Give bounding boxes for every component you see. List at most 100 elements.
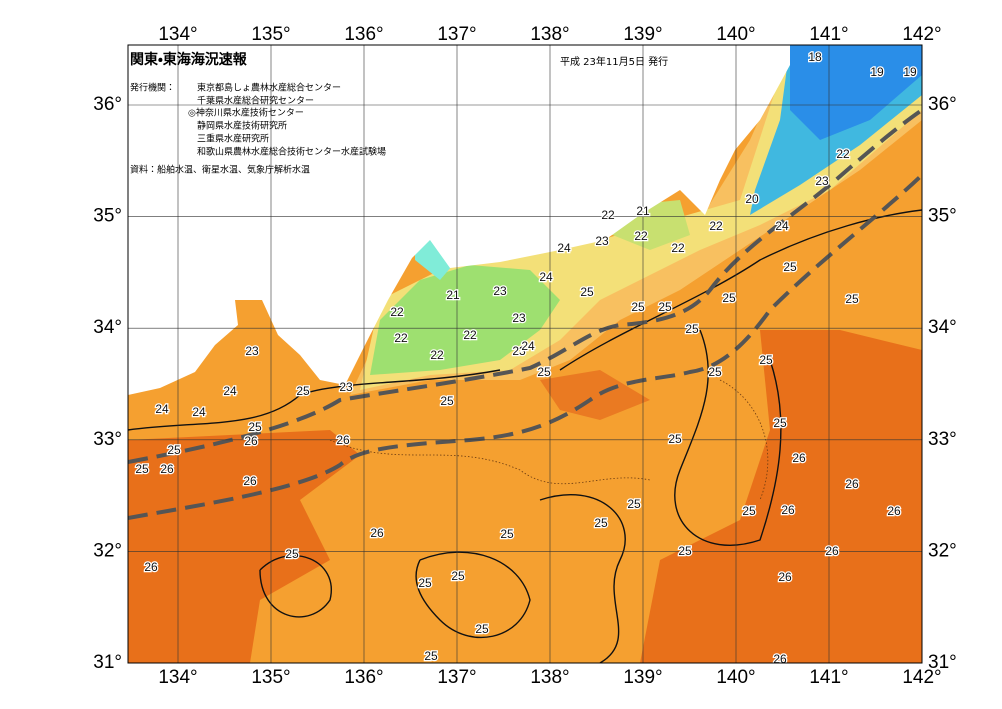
contour-label: 19 (870, 65, 884, 79)
contour-label: 25 (424, 649, 438, 663)
issuer: 静岡県水産技術研究所 (197, 120, 287, 132)
contour-label: 25 (783, 260, 797, 274)
contour-label: 26 (845, 477, 859, 491)
lon-label: 137° (437, 24, 476, 45)
lat-label: 32° (93, 540, 122, 561)
lon-label: 137° (437, 667, 476, 688)
lon-label: 134° (158, 24, 197, 45)
lon-label: 138° (530, 667, 569, 688)
contour-label: 26 (336, 433, 350, 447)
contour-label: 25 (722, 291, 736, 305)
contour-label: 25 (631, 300, 645, 314)
contour-label: 26 (887, 504, 901, 518)
contour-label: 23 (815, 174, 829, 188)
lat-label: 34° (928, 317, 957, 338)
lat-label: 33° (928, 429, 957, 450)
contour-label: 22 (671, 241, 685, 255)
lat-label: 36° (928, 94, 957, 115)
contour-label: 26 (144, 560, 158, 574)
map-frame (127, 44, 923, 664)
lat-label: 34° (93, 317, 122, 338)
contour-label: 25 (678, 544, 692, 558)
contour-label: 26 (781, 503, 795, 517)
minor-contour (329, 439, 651, 485)
lon-label: 135° (251, 667, 290, 688)
issuer: 三重県水産研究所 (197, 133, 269, 145)
contour-label: 25 (668, 432, 682, 446)
contour-label: 25 (135, 462, 149, 476)
axis-labels: 134° 134° 135° 135° 136° 136° 137° 137° 138° 138°… (93, 24, 956, 688)
issuer-label: 発行機関： (130, 82, 175, 94)
contour-label: 23 (512, 311, 526, 325)
cool-area (370, 265, 560, 375)
contour-label: 25 (296, 384, 310, 398)
contour-label: 25 (773, 416, 787, 430)
contour-label: 25 (248, 420, 262, 434)
contour-label: 26 (825, 544, 839, 558)
title: 関東・東海海況速報 (130, 51, 248, 68)
contour-label: 25 (500, 527, 514, 541)
lat-label: 31° (93, 652, 122, 673)
contour-label: 24 (539, 270, 553, 284)
contour-label: 24 (223, 384, 237, 398)
contour-line (259, 554, 332, 618)
lon-label: 140° (716, 24, 755, 45)
lon-label: 136° (344, 24, 383, 45)
issuer: 千葉県水産総合研究センター (197, 95, 314, 107)
sources: 資料：船舶水温、衛星水温、気象庁解析水温 (130, 164, 310, 176)
contour-label: 25 (167, 443, 181, 457)
contour-label: 23 (245, 344, 259, 358)
issue-date: 平成 23年11月5日 発行 (560, 55, 668, 68)
lon-label: 140° (716, 667, 755, 688)
contour-label: 24 (192, 405, 206, 419)
contour-label: 25 (537, 365, 551, 379)
contour-label: 23 (512, 344, 526, 358)
contour-label: 22 (430, 348, 444, 362)
lon-label: 139° (623, 24, 662, 45)
minor-contour (719, 379, 769, 501)
contour-label: 22 (601, 208, 615, 222)
contour-label: 24 (521, 339, 535, 353)
contour-label: 25 (627, 497, 641, 511)
contour-label: 26 (778, 570, 792, 584)
lon-label: 139° (623, 667, 662, 688)
contour-label: 25 (759, 353, 773, 367)
contour-label: 25 (418, 576, 432, 590)
contour-label: 25 (451, 569, 465, 583)
lon-label: 141° (809, 24, 848, 45)
warm-area (640, 330, 922, 663)
warm-area (540, 370, 650, 420)
lat-label: 32° (928, 540, 957, 561)
contour-label: 25 (475, 622, 489, 636)
lat-label: 31° (928, 652, 957, 673)
lat-label: 35° (928, 206, 957, 227)
contour-label: 25 (845, 292, 859, 306)
contour-label: 26 (243, 474, 257, 488)
contour-label: 25 (685, 322, 699, 336)
lon-label: 142° (902, 667, 941, 688)
contour-label: 21 (446, 288, 460, 302)
contour-label: 19 (903, 65, 917, 79)
contour-label: 25 (708, 365, 722, 379)
contour-line (415, 551, 531, 639)
header: 関東・東海海況速報 平成 23年11月5日 発行 発行機関： 東京都島しょ農林水… (130, 51, 668, 176)
issuer: ◎神奈川県水産技術センター (188, 107, 304, 119)
contour-label: 25 (594, 516, 608, 530)
contour-label: 26 (160, 462, 174, 476)
contour-label: 25 (742, 504, 756, 518)
contour-label: 26 (792, 451, 806, 465)
contour-line (128, 369, 501, 431)
contour-label: 25 (440, 394, 454, 408)
contour-label: 26 (370, 526, 384, 540)
lon-label: 142° (902, 24, 941, 45)
lat-label: 33° (93, 429, 122, 450)
land (128, 45, 790, 395)
contour-label: 24 (155, 402, 169, 416)
lon-label: 141° (809, 667, 848, 688)
contour-label: 26 (773, 652, 787, 666)
cold-core (790, 45, 922, 140)
issuer: 和歌山県農林水産総合技術センター水産試験場 (197, 146, 386, 158)
